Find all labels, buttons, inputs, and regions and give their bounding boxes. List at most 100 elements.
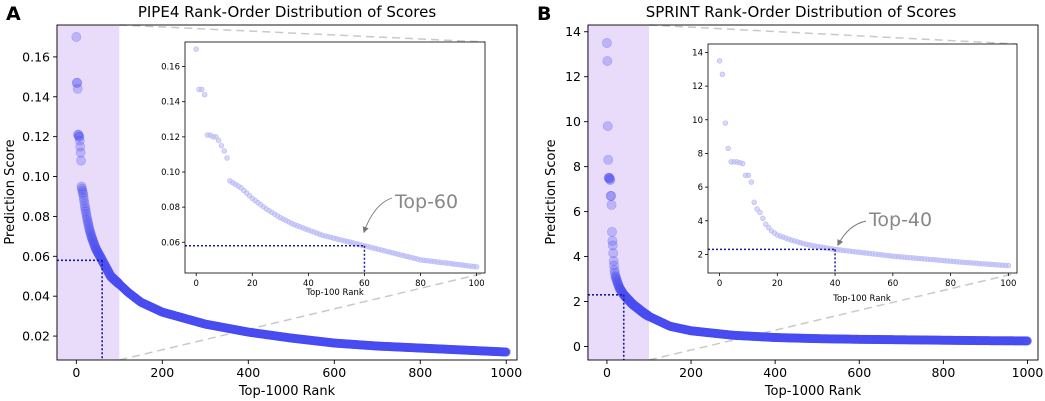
inset-data-point bbox=[1005, 262, 1012, 269]
x-axis-label-a: Top-1000 Rank bbox=[238, 384, 336, 399]
data-point bbox=[616, 286, 627, 297]
data-point bbox=[632, 302, 643, 313]
data-point bbox=[637, 307, 648, 318]
data-point bbox=[608, 256, 619, 266]
inset-data-point bbox=[765, 224, 772, 231]
data-point bbox=[622, 293, 633, 304]
plot-frame-b bbox=[587, 24, 1039, 361]
data-point bbox=[609, 265, 620, 275]
data-point bbox=[76, 155, 86, 166]
y-tick-label: 4 bbox=[573, 249, 581, 264]
inset-data-point bbox=[725, 145, 731, 152]
annotation-arrow-a bbox=[362, 197, 393, 234]
data-point bbox=[73, 129, 83, 140]
data-point bbox=[610, 267, 620, 278]
data-point bbox=[602, 121, 613, 132]
data-point bbox=[82, 215, 93, 226]
data-point bbox=[625, 297, 636, 307]
data-point bbox=[607, 235, 618, 246]
data-point bbox=[636, 305, 646, 316]
data-point bbox=[100, 260, 111, 271]
highlight-band-a bbox=[56, 25, 120, 360]
zoom-lines-a bbox=[119, 24, 486, 361]
panel-a: A PIPE4 Rank-Order Distribution of Score… bbox=[3, 3, 522, 399]
inset-data-points-b bbox=[716, 58, 1012, 269]
x-tick-label: 200 bbox=[150, 365, 174, 380]
data-point bbox=[618, 289, 629, 300]
y-tick-label: 0.12 bbox=[22, 129, 50, 144]
y-tick-label: 14 bbox=[565, 24, 581, 39]
data-point bbox=[105, 270, 116, 281]
inset-y-tick-label: 0.16 bbox=[161, 63, 180, 73]
y-tick-label: 6 bbox=[573, 204, 581, 219]
zoom-lines-b bbox=[648, 24, 1018, 361]
data-point bbox=[104, 269, 115, 280]
inset-data-point bbox=[754, 206, 760, 212]
data-point bbox=[72, 83, 83, 94]
data-point bbox=[630, 301, 640, 312]
data-point bbox=[88, 237, 99, 248]
data-point bbox=[635, 305, 646, 316]
data-point bbox=[633, 303, 644, 314]
inset-y-tick-label: 6 bbox=[698, 183, 703, 193]
y-tick-label: 0.04 bbox=[22, 289, 50, 304]
inset-x-axis-label-a: Top-100 Rank bbox=[305, 288, 364, 298]
inset-data-point bbox=[193, 46, 199, 52]
data-point bbox=[615, 283, 625, 294]
x-tick-label: 0 bbox=[72, 365, 80, 380]
data-point bbox=[81, 208, 92, 219]
data-point bbox=[629, 300, 640, 311]
y-tick-label: 10 bbox=[565, 114, 581, 129]
data-point bbox=[624, 296, 635, 306]
inset-data-point bbox=[763, 221, 769, 227]
y-tick-label: 0.14 bbox=[22, 89, 50, 104]
zoom-line-upper-a bbox=[119, 24, 486, 43]
data-point bbox=[79, 195, 89, 206]
data-point bbox=[604, 174, 615, 184]
data-point bbox=[627, 298, 638, 309]
x-axis-label-b: Top-1000 Rank bbox=[764, 384, 862, 399]
inset-data-point bbox=[745, 172, 752, 179]
inset-data-point bbox=[716, 58, 723, 64]
data-points-b bbox=[602, 38, 1032, 346]
data-point bbox=[628, 299, 639, 310]
data-point bbox=[99, 260, 110, 270]
data-point bbox=[77, 187, 88, 198]
data-point bbox=[80, 201, 90, 212]
data-point bbox=[89, 241, 100, 251]
inset-y-tick-label: 8 bbox=[698, 149, 703, 159]
data-point bbox=[603, 154, 614, 165]
data-point bbox=[608, 248, 619, 259]
data-point bbox=[85, 226, 95, 237]
inset-x-tick-label: 100 bbox=[468, 279, 484, 289]
data-point bbox=[603, 172, 614, 183]
data-point bbox=[606, 190, 617, 201]
data-point bbox=[86, 231, 97, 242]
annotation-text-a: Top-60 bbox=[394, 191, 458, 213]
data-point bbox=[89, 239, 100, 250]
inset-data-point bbox=[199, 86, 205, 93]
data-point bbox=[74, 135, 85, 146]
inset-data-points-a bbox=[193, 46, 480, 270]
data-point bbox=[95, 251, 105, 262]
inset-x-tick-label: 100 bbox=[1000, 279, 1016, 289]
data-point bbox=[91, 245, 102, 255]
data-point bbox=[92, 245, 102, 256]
inset-x-tick-label: 0 bbox=[194, 279, 199, 289]
zoom-line-lower-a bbox=[119, 272, 486, 361]
data-point bbox=[108, 273, 119, 284]
data-point bbox=[86, 232, 97, 243]
inset-data-point bbox=[473, 264, 480, 270]
data-point bbox=[83, 221, 94, 232]
data-point bbox=[93, 249, 104, 259]
chart-title-a: PIPE4 Rank-Order Distribution of Scores bbox=[138, 3, 437, 21]
data-point bbox=[607, 240, 618, 251]
data-point bbox=[626, 298, 637, 309]
inset-data-point bbox=[757, 209, 763, 216]
data-point bbox=[636, 306, 647, 317]
data-point bbox=[80, 206, 91, 217]
inset-x-axis-ticks-a: 0 20 40 60 80 100 bbox=[194, 273, 485, 289]
x-tick-label: 600 bbox=[847, 365, 871, 380]
data-point bbox=[634, 304, 645, 315]
data-point bbox=[602, 56, 613, 66]
